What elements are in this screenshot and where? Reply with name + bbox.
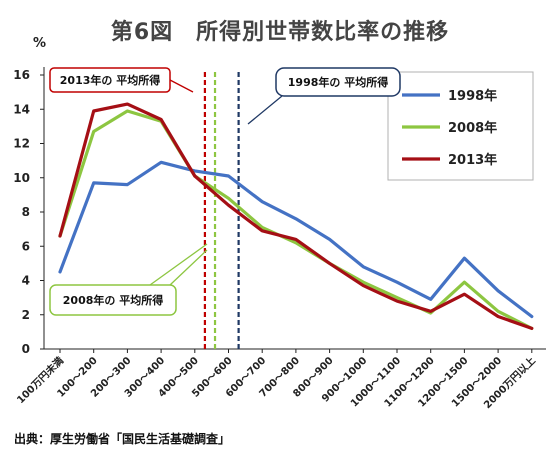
- annotation-box: [49, 67, 171, 93]
- y-tick-label: 14: [13, 102, 30, 116]
- legend-label: 2013年: [448, 152, 497, 168]
- annotation-leader-line: [169, 249, 208, 286]
- legend-label: 2008年: [448, 120, 497, 136]
- y-tick-label: 4: [22, 274, 30, 288]
- annotation-box: [49, 284, 177, 316]
- legend-label: 1998年: [448, 88, 497, 104]
- series-line: [58, 160, 534, 319]
- chart-title: 第6図 所得別世帯数比率の推移: [110, 20, 450, 45]
- y-tick-label: 12: [13, 137, 30, 151]
- y-tick-label: 6: [22, 239, 30, 253]
- y-tick-label: 16: [13, 68, 30, 82]
- y-axis-unit-label: %: [33, 36, 47, 51]
- annotation-box: [275, 67, 401, 97]
- y-tick-label: 2: [22, 308, 30, 322]
- annotation-leader-line: [149, 243, 208, 286]
- series-line: [58, 109, 534, 330]
- series-line: [58, 102, 534, 330]
- y-tick-label: 0: [22, 342, 30, 356]
- annotation-leader-line: [247, 95, 283, 125]
- x-tick-label: 100万円未満: [14, 354, 66, 406]
- y-tick-label: 8: [22, 205, 30, 219]
- source-note: 出典：厚生労働省「国民生活基礎調査」: [14, 432, 231, 446]
- y-tick-label: 10: [13, 171, 30, 185]
- annotation-label: 2008年の 平均所得: [63, 293, 163, 307]
- annotation-leader-line: [169, 79, 194, 93]
- annotation-label: 1998年の 平均所得: [288, 75, 388, 89]
- annotation-label: 2013年の 平均所得: [60, 73, 160, 87]
